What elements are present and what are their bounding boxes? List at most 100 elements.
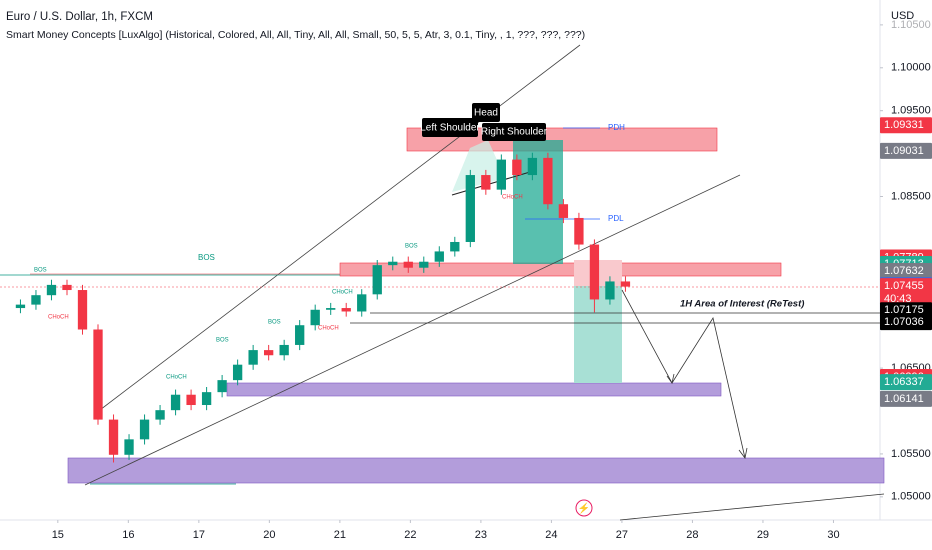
arrow-head <box>738 447 748 459</box>
x-tick-label: 15 <box>52 529 64 541</box>
demand-zone <box>226 382 722 397</box>
label-box <box>482 123 546 141</box>
candle-body <box>108 419 119 455</box>
label-box <box>422 118 478 137</box>
candle-body <box>574 217 584 245</box>
candle-body <box>372 265 382 295</box>
candle-body <box>279 344 289 356</box>
countdown: 40:43 <box>884 293 912 305</box>
annotation: Right Shoulder <box>481 127 548 138</box>
price-tag <box>880 390 932 407</box>
trend-line <box>619 493 885 521</box>
candle-body <box>15 304 26 309</box>
y-tick-label: 1.05000 <box>891 491 931 503</box>
choch-label: CHoCH <box>318 326 339 332</box>
price-tag-label: 1.09031 <box>884 145 924 157</box>
candle-body <box>403 261 413 268</box>
price-tag <box>880 142 932 159</box>
candle-body <box>77 290 88 330</box>
candle-body <box>465 175 475 242</box>
candle-body <box>388 261 398 266</box>
price-tag <box>880 374 932 391</box>
bos-label: BOS <box>216 338 229 344</box>
price-tag <box>880 314 932 331</box>
demand-zone <box>67 457 885 484</box>
event-icon[interactable] <box>575 499 593 517</box>
candles <box>15 152 631 463</box>
event-icon-glyph: ⚡ <box>578 502 590 515</box>
choch-label: CHoCH <box>166 375 187 381</box>
x-tick-label: 22 <box>404 529 416 541</box>
annotation: PDL <box>608 214 624 223</box>
bos-label: BOS <box>268 320 281 326</box>
y-tick-label: 1.08500 <box>891 190 931 202</box>
candle-body <box>93 329 103 420</box>
label-box <box>472 103 500 122</box>
trend-line <box>84 174 741 486</box>
candle-body <box>124 439 134 455</box>
candle-body <box>543 157 553 205</box>
y-tick-label: 1.05500 <box>891 448 931 460</box>
x-tick-label: 28 <box>686 529 698 541</box>
price-tag-label: 1.07455 <box>884 280 924 292</box>
x-tick-label: 27 <box>616 529 628 541</box>
candle-body <box>620 281 631 287</box>
choch-label: CHoCH <box>502 195 523 201</box>
x-tick-label: 29 <box>757 529 769 541</box>
candle-body <box>310 309 320 326</box>
target-zone <box>574 286 622 383</box>
x-tick-label: 17 <box>193 529 205 541</box>
price-tag-label: 1.07632 <box>884 265 924 277</box>
price-tag-label: 1.07036 <box>884 316 924 328</box>
price-tag <box>880 262 932 279</box>
annotation: Head <box>474 108 498 119</box>
chart-title: Euro / U.S. Dollar, 1h, FXCM <box>6 11 153 23</box>
price-tag-label: 1.07175 <box>884 304 924 316</box>
y-tick-label: 1.09500 <box>891 105 931 117</box>
candle-body <box>155 410 165 420</box>
price-tag-label: 1.06141 <box>884 393 924 405</box>
price-tag <box>880 278 932 307</box>
arrow-head <box>666 373 675 384</box>
candle-body <box>496 159 506 190</box>
projection-arrow <box>621 289 746 459</box>
candle-body <box>527 157 538 176</box>
candle-body <box>512 159 522 176</box>
bos-label: BOS <box>34 268 47 274</box>
annotation: PDH <box>608 123 625 132</box>
indicator-title: Smart Money Concepts [LuxAlgo] (Historic… <box>6 29 585 41</box>
candle-body <box>217 380 227 393</box>
candle-body <box>264 350 274 356</box>
candle-body <box>558 204 569 218</box>
annotation: 1H Area of Interest (ReTest) <box>680 299 804 310</box>
candle-body <box>31 295 41 305</box>
candle-body <box>605 281 615 300</box>
bos-label: BOS <box>405 244 418 250</box>
currency: USD <box>891 10 914 22</box>
candle-body <box>434 251 444 262</box>
candle-body <box>248 350 258 365</box>
candle-body <box>357 294 367 312</box>
candle-body <box>481 175 491 190</box>
candle-body <box>232 364 243 381</box>
x-tick-label: 23 <box>475 529 487 541</box>
y-tick-label: 1.10000 <box>891 62 931 74</box>
candle-body <box>326 308 336 310</box>
price-tag <box>880 117 932 134</box>
y-tick-label: 1.10500 <box>891 19 931 31</box>
x-tick-label: 30 <box>827 529 839 541</box>
candle-body <box>139 419 150 440</box>
candle-body <box>170 394 181 411</box>
price-tag-label: 1.09331 <box>884 119 924 131</box>
choch-label: CHoCH <box>48 315 69 321</box>
candle-body <box>295 325 305 345</box>
x-tick-label: 20 <box>263 529 275 541</box>
candle-body <box>419 261 429 268</box>
annotation: Left Shoulder <box>420 123 480 134</box>
candle-body <box>186 394 196 406</box>
candle-body <box>589 244 600 300</box>
price-tag-label: 1.06337 <box>884 376 924 388</box>
x-tick-label: 16 <box>122 529 134 541</box>
candle-body <box>450 241 460 252</box>
